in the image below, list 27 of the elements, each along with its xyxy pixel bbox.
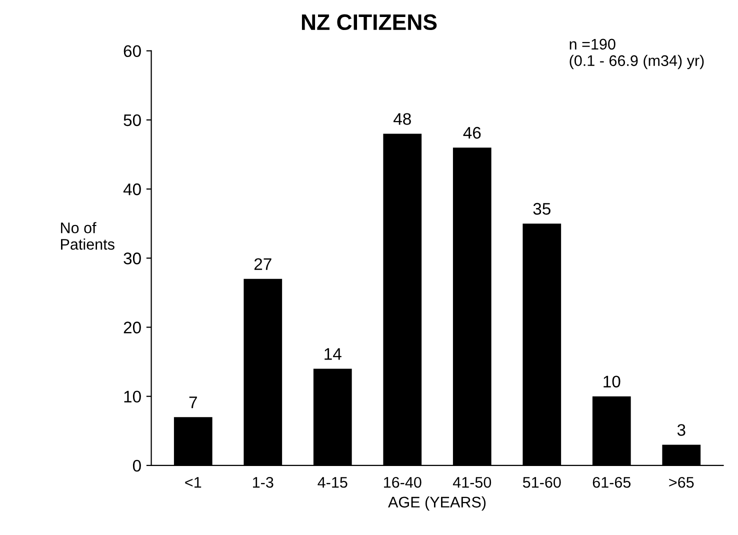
x-tick-label: 61-65 — [592, 476, 631, 488]
data-label: 27 — [254, 258, 272, 270]
data-label: 7 — [189, 396, 197, 408]
y-tick-label: 60 — [124, 45, 141, 58]
chart-title: NZ CITIZENS — [302, 14, 437, 30]
data-label: 46 — [463, 126, 481, 139]
data-label: 48 — [394, 113, 411, 125]
x-tick-label: 51-60 — [522, 476, 561, 488]
x-tick-label: >65 — [669, 476, 694, 488]
data-label: 35 — [533, 202, 550, 215]
y-tick-label: 30 — [124, 252, 141, 264]
x-axis-title: AGE (YEARS) — [388, 496, 486, 511]
x-tick-label: 16-40 — [384, 476, 422, 488]
annotation: n =190 (0.1 - 66.9 (m34) yr) — [570, 38, 704, 70]
x-tick-label: 41-50 — [452, 476, 492, 488]
y-tick-label: 20 — [124, 322, 141, 334]
x-tick-label: 4-15 — [318, 477, 348, 488]
y-tick-label: 0 — [132, 460, 141, 472]
x-tick-label: 1-3 — [253, 476, 274, 488]
y-axis-title: No of Patients — [61, 222, 114, 250]
y-tick-label: 10 — [124, 390, 141, 403]
y-tick-label: 50 — [124, 114, 141, 126]
data-label: 10 — [604, 376, 620, 388]
y-tick-label: 40 — [123, 183, 141, 196]
data-label: 14 — [324, 348, 342, 360]
data-label: 3 — [677, 424, 686, 436]
x-tick-label: <1 — [185, 477, 202, 488]
